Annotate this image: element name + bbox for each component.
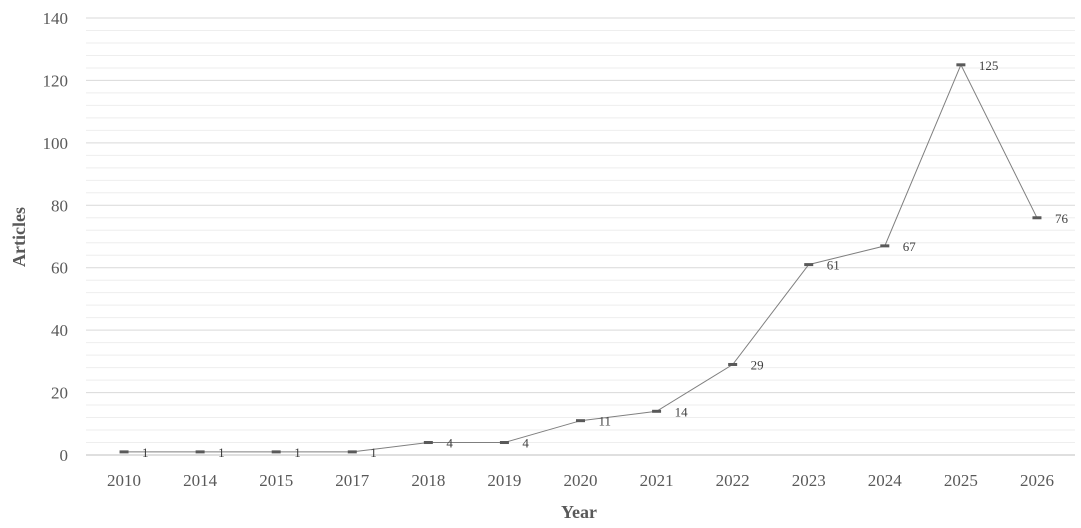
x-tick-label: 2018 bbox=[411, 471, 445, 490]
data-label: 14 bbox=[675, 404, 689, 419]
data-point-marker bbox=[271, 450, 281, 454]
data-label: 1 bbox=[370, 445, 377, 460]
data-point-marker bbox=[499, 441, 509, 445]
data-label: 125 bbox=[979, 58, 999, 73]
data-point-marker bbox=[347, 450, 357, 454]
data-label: 29 bbox=[751, 357, 764, 372]
y-tick-label: 40 bbox=[51, 321, 68, 340]
x-tick-label: 2019 bbox=[487, 471, 521, 490]
data-label: 76 bbox=[1055, 211, 1069, 226]
y-tick-label: 60 bbox=[51, 259, 68, 278]
data-point-marker bbox=[119, 450, 129, 454]
x-axis-title: Year bbox=[561, 502, 597, 522]
data-point-marker bbox=[880, 244, 890, 248]
data-point-marker bbox=[652, 409, 662, 413]
y-tick-label: 120 bbox=[43, 71, 69, 90]
data-point-marker bbox=[195, 450, 205, 454]
y-axis-ticks: 0 20 40 60 80 100 120 140 bbox=[43, 9, 69, 465]
data-label: 4 bbox=[522, 436, 529, 451]
x-tick-label: 2026 bbox=[1020, 471, 1054, 490]
data-label: 1 bbox=[142, 445, 149, 460]
data-label: 11 bbox=[599, 414, 612, 429]
data-point-marker bbox=[728, 362, 738, 366]
y-tick-label: 80 bbox=[51, 196, 68, 215]
data-label: 67 bbox=[903, 239, 917, 254]
x-tick-label: 2020 bbox=[564, 471, 598, 490]
x-tick-label: 2015 bbox=[259, 471, 293, 490]
data-point-marker bbox=[576, 419, 585, 423]
y-axis-title: Articles bbox=[9, 207, 29, 267]
x-tick-label: 2025 bbox=[944, 471, 978, 490]
x-tick-label: 2021 bbox=[640, 471, 674, 490]
y-tick-label: 0 bbox=[60, 446, 69, 465]
data-point-marker bbox=[1032, 216, 1042, 220]
data-label: 1 bbox=[294, 445, 301, 460]
y-tick-label: 20 bbox=[51, 384, 68, 403]
y-tick-label: 100 bbox=[43, 134, 69, 153]
x-tick-label: 2017 bbox=[335, 471, 370, 490]
series bbox=[119, 63, 1042, 454]
data-point-marker bbox=[956, 63, 966, 67]
x-axis-ticks: 2010 2014 2015 2017 2018 2019 2020 2021 2022 2023… bbox=[107, 471, 1054, 490]
y-tick-label: 140 bbox=[43, 9, 69, 28]
x-tick-label: 2010 bbox=[107, 471, 141, 490]
data-label: 1 bbox=[218, 445, 225, 460]
data-point-marker bbox=[423, 441, 433, 445]
series-line bbox=[124, 63, 1038, 453]
x-tick-label: 2014 bbox=[183, 471, 218, 490]
grid bbox=[86, 17, 1075, 456]
data-label: 4 bbox=[446, 436, 453, 451]
x-tick-label: 2024 bbox=[868, 471, 903, 490]
x-tick-label: 2023 bbox=[792, 471, 826, 490]
data-label: 61 bbox=[827, 258, 840, 273]
data-point-marker bbox=[804, 263, 814, 267]
x-tick-label: 2022 bbox=[716, 471, 750, 490]
